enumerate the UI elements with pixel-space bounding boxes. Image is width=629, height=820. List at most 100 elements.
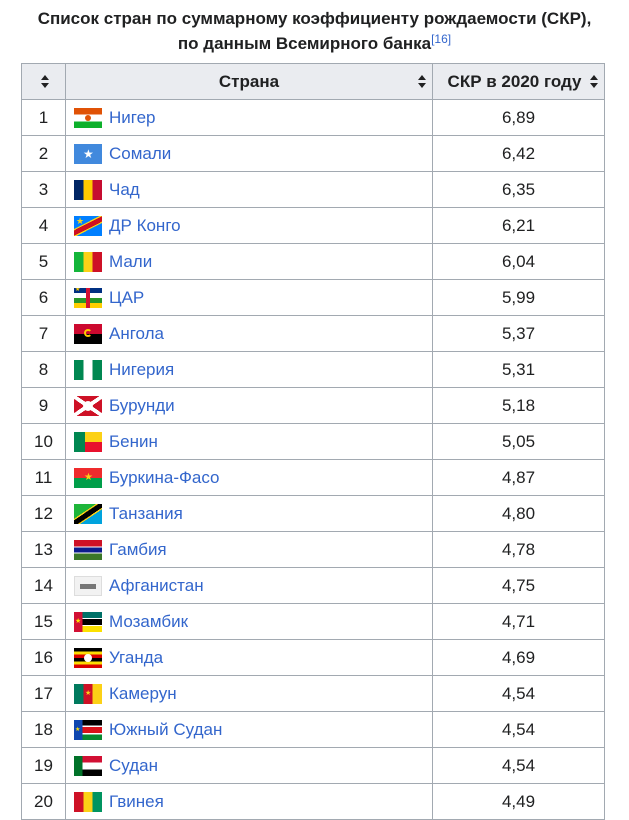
country-column-header[interactable]: Страна <box>65 63 433 100</box>
country-link[interactable]: Судан <box>109 755 158 775</box>
rank-cell: 17 <box>21 675 66 712</box>
tfr-value-cell: 6,42 <box>432 135 605 172</box>
car-flag-icon[interactable]: ★ <box>74 287 102 308</box>
mali-flag-icon[interactable] <box>74 251 102 272</box>
rank-cell: 7 <box>21 315 66 352</box>
header-row: Страна СКР в 2020 году <box>21 63 605 100</box>
tfr-value-cell: 4,69 <box>432 639 605 676</box>
caption-line-1: Список стран по суммарному коэффициенту … <box>37 9 592 28</box>
country-cell: Бенин <box>65 423 433 460</box>
mozambique-flag-icon[interactable]: ★ <box>74 611 102 632</box>
burundi-flag-icon[interactable] <box>74 395 102 416</box>
table-row: 12 Танзания 4,80 <box>21 495 605 532</box>
country-header-label: Страна <box>218 71 280 91</box>
country-cell: ★ ДР Конго <box>65 207 433 244</box>
nigeria-flag-icon[interactable] <box>74 359 102 380</box>
table-row: 8 Нигерия 5,31 <box>21 351 605 388</box>
tanzania-flag-icon[interactable] <box>74 503 102 524</box>
country-link[interactable]: Нигер <box>109 107 156 127</box>
table-row: 15 ★ Мозамбик 4,71 <box>21 603 605 640</box>
tfr-value-cell: 6,89 <box>432 99 605 136</box>
tfr-value-cell: 6,35 <box>432 171 605 208</box>
country-link[interactable]: Сомали <box>109 143 172 163</box>
table-row: 17 ★ Камерун 4,54 <box>21 675 605 712</box>
table-row: 13 Гамбия 4,78 <box>21 531 605 568</box>
table-row: 16 Уганда 4,69 <box>21 639 605 676</box>
country-link[interactable]: ДР Конго <box>109 215 181 235</box>
burkina-faso-flag-icon[interactable]: ★ <box>74 467 102 488</box>
south-sudan-flag-icon[interactable]: ★ <box>74 719 102 740</box>
tfr-value-cell: 5,37 <box>432 315 605 352</box>
country-cell: Гвинея <box>65 783 433 820</box>
caption-line-2-text: по данным Всемирного банка <box>177 34 432 53</box>
tfr-header-label: СКР в 2020 году <box>447 71 582 91</box>
country-link[interactable]: Мали <box>109 251 153 271</box>
country-link[interactable]: ЦАР <box>109 287 145 307</box>
niger-flag-icon[interactable] <box>74 107 102 128</box>
table-row: 1 Нигер 6,89 <box>21 99 605 136</box>
table-row: 14 Афганистан 4,75 <box>21 567 605 604</box>
dr-congo-flag-icon[interactable]: ★ <box>74 215 102 236</box>
country-link[interactable]: Нигерия <box>109 359 175 379</box>
country-cell: Танзания <box>65 495 433 532</box>
chad-flag-icon[interactable] <box>74 179 102 200</box>
gambia-flag-icon[interactable] <box>74 539 102 560</box>
country-link[interactable]: Камерун <box>109 683 177 703</box>
country-link[interactable]: Уганда <box>109 647 164 667</box>
country-cell: Уганда <box>65 639 433 676</box>
table-row: 9 Бурунди 5,18 <box>21 387 605 424</box>
country-cell: ★ Мозамбик <box>65 603 433 640</box>
country-link[interactable]: Афганистан <box>109 575 204 595</box>
sort-icon[interactable] <box>590 74 598 90</box>
country-link[interactable]: Буркина-Фасо <box>109 467 220 487</box>
tfr-value-cell: 4,71 <box>432 603 605 640</box>
rank-cell: 15 <box>21 603 66 640</box>
rank-cell: 20 <box>21 783 66 820</box>
table-row: 6 ★ ЦАР 5,99 <box>21 279 605 316</box>
rank-cell: 18 <box>21 711 66 748</box>
table-caption: Список стран по суммарному коэффициенту … <box>0 0 629 53</box>
rank-cell: 2 <box>21 135 66 172</box>
rank-cell: 12 <box>21 495 66 532</box>
somalia-flag-icon[interactable]: ★ <box>74 143 102 164</box>
sudan-flag-icon[interactable] <box>74 755 102 776</box>
table-row: 3 Чад 6,35 <box>21 171 605 208</box>
country-link[interactable]: Танзания <box>109 503 183 523</box>
country-cell: Бурунди <box>65 387 433 424</box>
sort-icon[interactable] <box>41 74 49 90</box>
cameroon-flag-icon[interactable]: ★ <box>74 683 102 704</box>
afghanistan-flag-icon[interactable] <box>74 575 102 596</box>
tfr-value-cell: 4,54 <box>432 747 605 784</box>
sort-icon[interactable] <box>418 74 426 90</box>
benin-flag-icon[interactable] <box>74 431 102 452</box>
country-link[interactable]: Бурунди <box>109 395 175 415</box>
country-link[interactable]: Мозамбик <box>109 611 189 631</box>
rank-cell: 1 <box>21 99 66 136</box>
table-row: 19 Судан 4,54 <box>21 747 605 784</box>
country-link[interactable]: Бенин <box>109 431 158 451</box>
country-cell: ★ Камерун <box>65 675 433 712</box>
country-link[interactable]: Чад <box>109 179 140 199</box>
tfr-value-cell: 4,87 <box>432 459 605 496</box>
tfr-value-cell: 4,75 <box>432 567 605 604</box>
reference-link[interactable]: [16] <box>431 32 452 46</box>
tfr-value-cell: 5,18 <box>432 387 605 424</box>
rank-cell: 16 <box>21 639 66 676</box>
guinea-flag-icon[interactable] <box>74 791 102 812</box>
tfr-value-cell: 5,05 <box>432 423 605 460</box>
country-link[interactable]: Южный Судан <box>109 719 223 739</box>
table-row: 18 ★ Южный Судан 4,54 <box>21 711 605 748</box>
rank-column-header[interactable] <box>21 63 66 100</box>
table-row: 4 ★ ДР Конго 6,21 <box>21 207 605 244</box>
country-link[interactable]: Ангола <box>109 323 165 343</box>
tfr-column-header[interactable]: СКР в 2020 году <box>432 63 605 100</box>
tfr-value-cell: 4,78 <box>432 531 605 568</box>
angola-flag-icon[interactable] <box>74 323 102 344</box>
uganda-flag-icon[interactable] <box>74 647 102 668</box>
country-cell: Нигер <box>65 99 433 136</box>
table-row: 5 Мали 6,04 <box>21 243 605 280</box>
rank-cell: 6 <box>21 279 66 316</box>
country-link[interactable]: Гвинея <box>109 791 164 811</box>
country-link[interactable]: Гамбия <box>109 539 167 559</box>
country-cell: Чад <box>65 171 433 208</box>
